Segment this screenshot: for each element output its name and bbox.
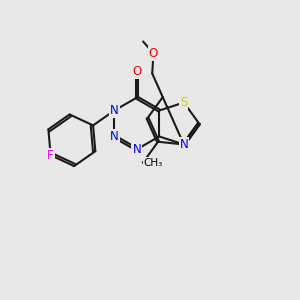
Text: N: N <box>132 143 141 156</box>
Text: N: N <box>179 138 188 151</box>
Text: CH₃: CH₃ <box>143 158 163 168</box>
Text: N: N <box>110 104 119 117</box>
Text: O: O <box>149 47 158 60</box>
Text: S: S <box>180 96 188 109</box>
Text: F: F <box>47 148 54 162</box>
Text: O: O <box>132 65 141 78</box>
Text: N: N <box>110 130 119 143</box>
